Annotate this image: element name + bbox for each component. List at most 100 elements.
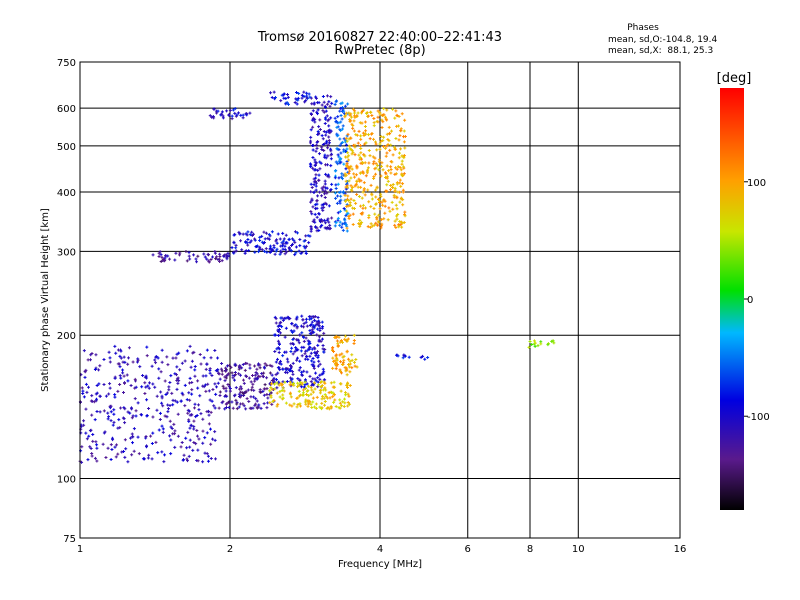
echo-point bbox=[112, 412, 116, 416]
echo-point bbox=[384, 175, 388, 179]
echo-point bbox=[321, 347, 325, 351]
echo-point bbox=[192, 440, 196, 444]
y-tick-label: 500 bbox=[57, 142, 76, 153]
echo-point bbox=[203, 436, 207, 440]
echo-point bbox=[265, 406, 269, 410]
echo-point bbox=[226, 251, 230, 255]
echo-point bbox=[316, 385, 320, 389]
x-tick-label: 16 bbox=[674, 544, 687, 555]
echo-point bbox=[397, 156, 401, 160]
echo-point bbox=[336, 182, 340, 186]
echo-point bbox=[252, 388, 256, 392]
echo-point bbox=[311, 125, 315, 129]
echo-point bbox=[295, 385, 299, 389]
echo-point bbox=[384, 172, 388, 176]
echo-point bbox=[389, 143, 393, 147]
echo-point bbox=[244, 112, 248, 116]
echo-point bbox=[97, 382, 101, 386]
echo-point bbox=[360, 109, 364, 113]
echo-point bbox=[276, 232, 280, 236]
echo-point bbox=[254, 397, 258, 401]
echo-point bbox=[241, 391, 245, 395]
echo-point bbox=[345, 226, 349, 230]
echo-point bbox=[202, 252, 206, 256]
echo-point bbox=[381, 168, 385, 172]
echo-point bbox=[351, 206, 355, 210]
echo-point bbox=[166, 403, 170, 407]
echo-point bbox=[274, 239, 278, 243]
echo-point bbox=[309, 209, 313, 213]
echo-point bbox=[242, 381, 246, 385]
echo-point bbox=[318, 218, 322, 222]
echo-point bbox=[108, 382, 112, 386]
echo-point bbox=[292, 342, 296, 346]
echo-point bbox=[402, 165, 406, 169]
echo-point bbox=[294, 251, 298, 255]
echo-point bbox=[211, 387, 215, 391]
echo-point bbox=[286, 360, 290, 364]
echo-point bbox=[216, 257, 220, 261]
echo-point bbox=[329, 116, 333, 120]
echo-point bbox=[114, 351, 118, 355]
echo-point bbox=[340, 117, 344, 121]
echo-point bbox=[372, 206, 376, 210]
y-tick-label: 100 bbox=[57, 475, 76, 486]
echo-point bbox=[207, 260, 211, 264]
echo-point bbox=[358, 218, 362, 222]
echo-point bbox=[326, 217, 330, 221]
echo-point bbox=[98, 410, 102, 414]
echo-point bbox=[350, 122, 354, 126]
echo-point bbox=[380, 222, 384, 226]
echo-point bbox=[190, 392, 194, 396]
echo-point bbox=[281, 386, 285, 390]
echo-point bbox=[268, 250, 272, 254]
echo-point bbox=[318, 373, 322, 377]
echo-point bbox=[111, 438, 115, 442]
data-points bbox=[78, 90, 556, 464]
echo-point bbox=[147, 381, 151, 385]
echo-point bbox=[402, 156, 406, 160]
echo-point bbox=[314, 149, 318, 153]
echo-point bbox=[307, 315, 311, 319]
echo-point bbox=[193, 374, 197, 378]
phases-stats-o: mean, sd,O:-104.8, 19.4 bbox=[608, 35, 718, 45]
echo-point bbox=[123, 455, 127, 459]
echo-point bbox=[300, 370, 304, 374]
echo-point bbox=[393, 219, 397, 223]
echo-point bbox=[352, 129, 356, 133]
echo-point bbox=[290, 237, 294, 241]
echo-point bbox=[326, 146, 330, 150]
echo-point bbox=[346, 401, 350, 405]
echo-point bbox=[199, 362, 203, 366]
echo-point bbox=[321, 137, 325, 141]
echo-point bbox=[136, 435, 140, 439]
echo-point bbox=[362, 181, 366, 185]
echo-point bbox=[351, 107, 355, 111]
echo-point bbox=[401, 182, 405, 186]
echo-point bbox=[384, 154, 388, 158]
echo-point bbox=[258, 388, 262, 392]
echo-point bbox=[369, 110, 373, 114]
echo-point bbox=[233, 362, 237, 366]
echo-point bbox=[238, 232, 242, 236]
echo-point bbox=[129, 436, 133, 440]
echo-point bbox=[109, 443, 113, 447]
echo-point bbox=[138, 365, 142, 369]
echo-point bbox=[283, 248, 287, 252]
echo-point bbox=[231, 406, 235, 410]
echo-point bbox=[188, 445, 192, 449]
echo-point bbox=[316, 129, 320, 133]
echo-point bbox=[335, 356, 339, 360]
echo-point bbox=[301, 391, 305, 395]
echo-point bbox=[129, 384, 133, 388]
echo-point bbox=[284, 316, 288, 320]
echo-point bbox=[291, 337, 295, 341]
echo-point bbox=[361, 203, 365, 207]
echo-point bbox=[173, 372, 177, 376]
echo-point bbox=[88, 358, 92, 362]
echo-point bbox=[166, 410, 170, 414]
echo-point bbox=[363, 120, 367, 124]
echo-point bbox=[265, 393, 269, 397]
echo-point bbox=[82, 349, 86, 353]
echo-point bbox=[343, 366, 347, 370]
